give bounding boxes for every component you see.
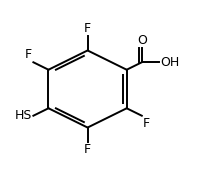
- Text: OH: OH: [160, 56, 180, 69]
- Text: F: F: [143, 117, 150, 130]
- Text: F: F: [84, 22, 91, 35]
- Text: HS: HS: [15, 109, 32, 122]
- Text: O: O: [137, 34, 147, 47]
- Text: F: F: [84, 143, 91, 156]
- Text: F: F: [25, 48, 32, 61]
